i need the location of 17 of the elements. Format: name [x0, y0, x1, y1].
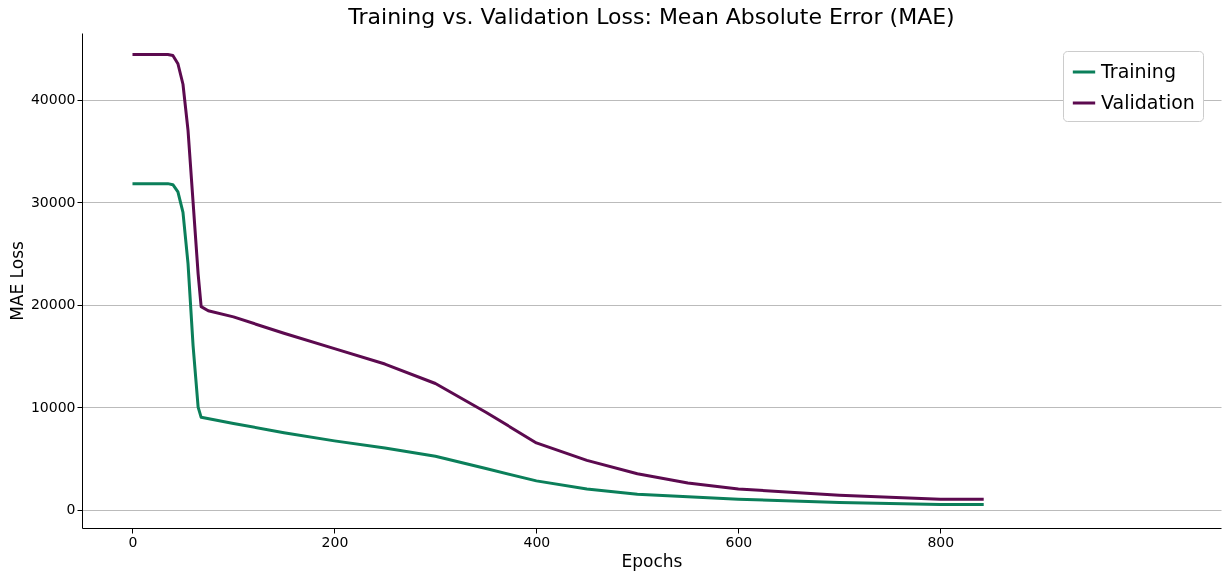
y-axis-title: MAE Loss — [6, 241, 27, 321]
line-series — [130, 53, 986, 501]
x-tick-label: 400 — [523, 533, 551, 550]
x-tick-label: 0 — [128, 533, 138, 550]
x-axis-title: Epochs — [621, 550, 683, 571]
y-tick-label: 20000 — [30, 296, 76, 313]
x-tick-label: 200 — [321, 533, 349, 550]
x-tick-label: 600 — [725, 533, 753, 550]
legend-label: Validation — [1101, 91, 1195, 113]
chart-title: Training vs. Validation Loss: Mean Absolute Error (MAE) — [347, 4, 955, 29]
x-tick-label: 800 — [927, 533, 955, 550]
y-tick-label: 0 — [66, 501, 76, 518]
y-tick-label: 10000 — [30, 398, 76, 415]
legend-label: Training — [1100, 60, 1176, 82]
y-tick-label: 30000 — [30, 193, 76, 210]
line-series — [130, 182, 986, 506]
y-tick-label: 40000 — [30, 91, 76, 108]
